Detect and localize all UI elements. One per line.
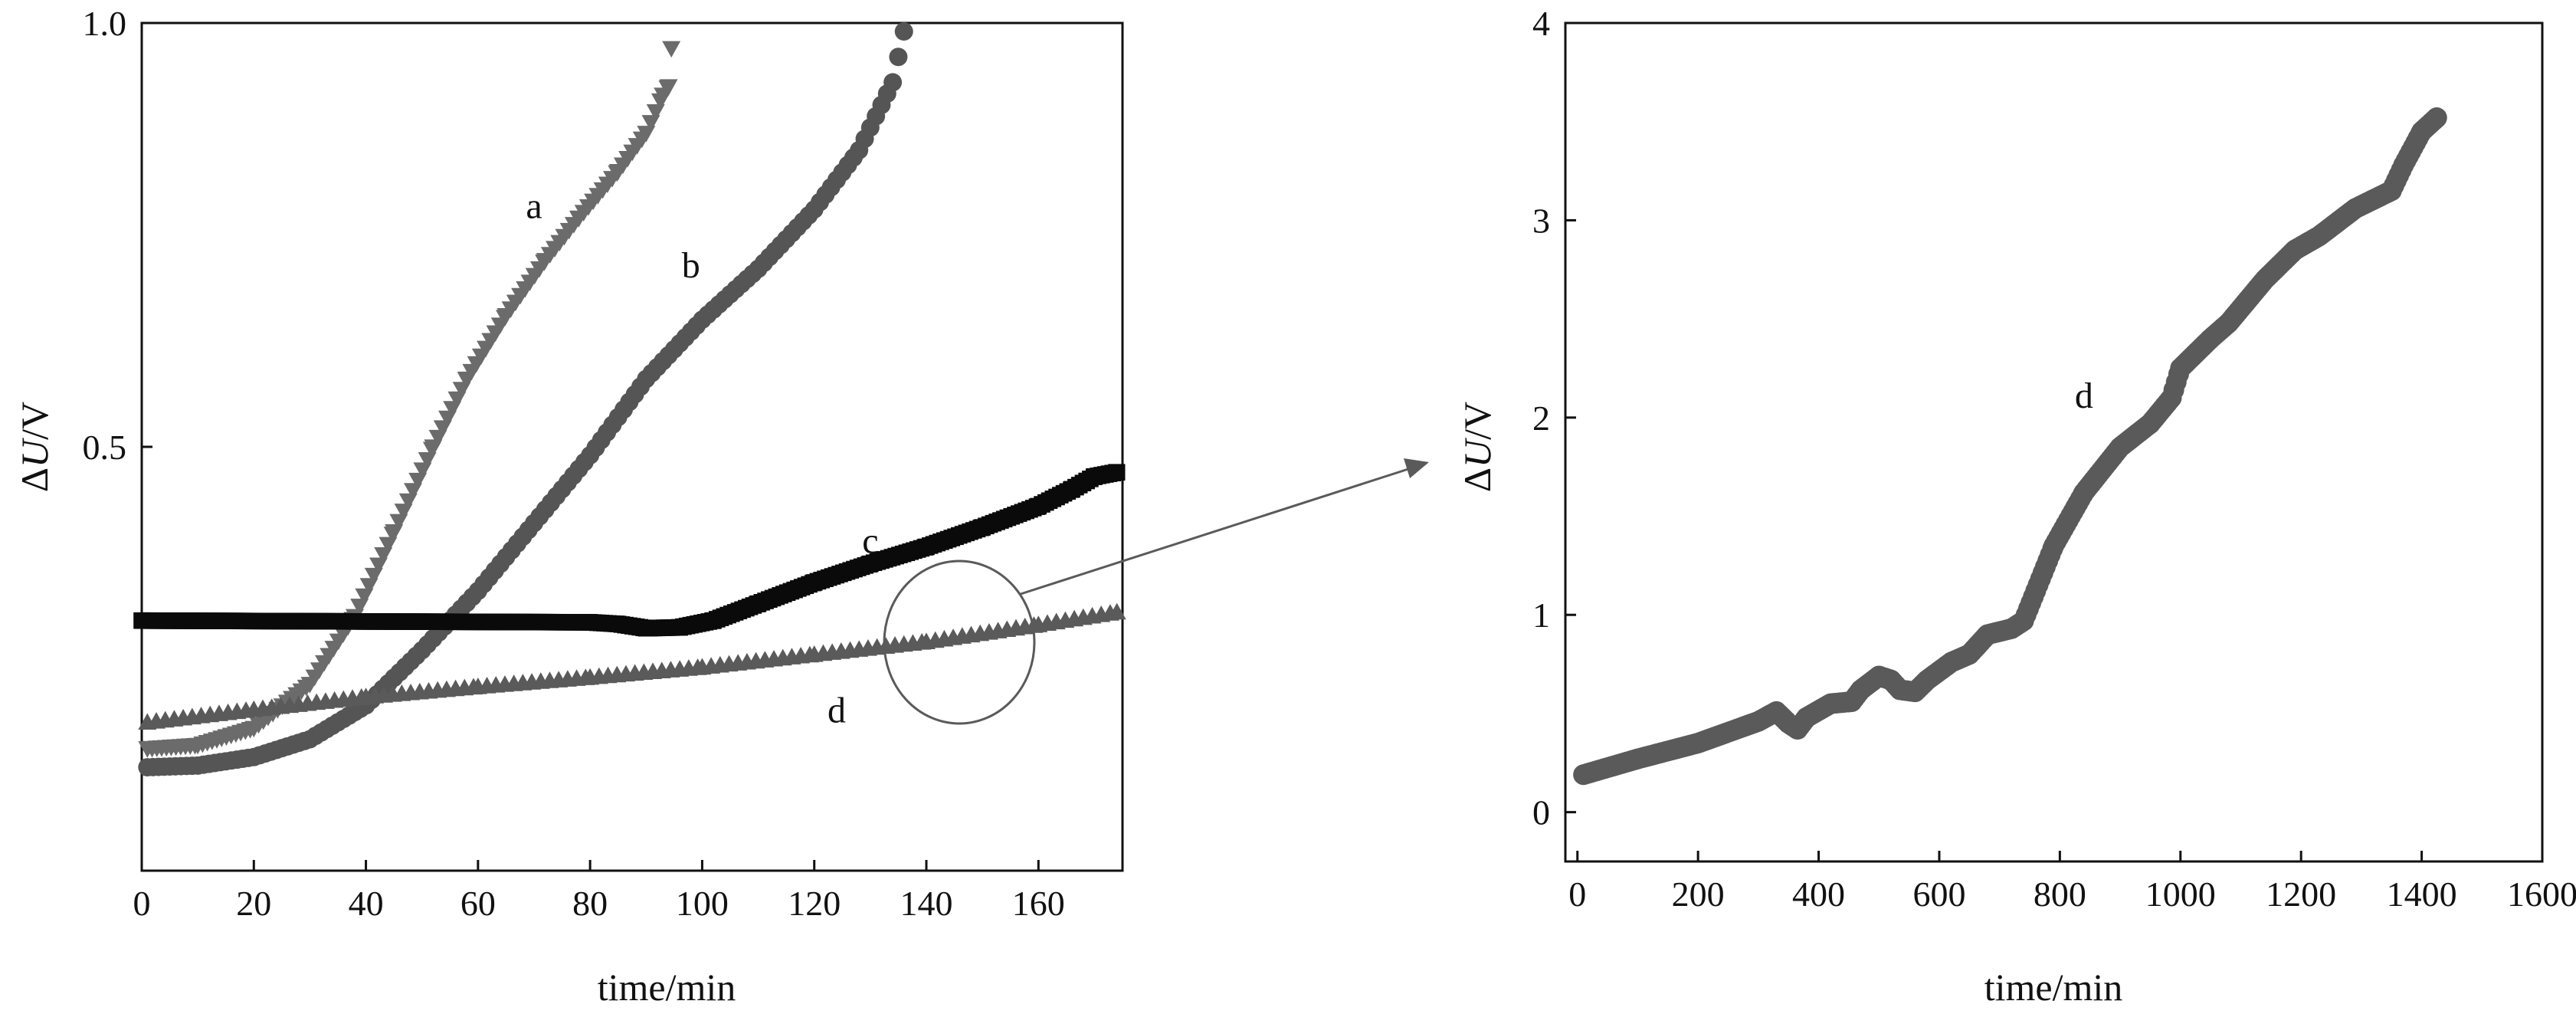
- curve-label-b: b: [682, 245, 700, 286]
- curve-label-d: d: [2075, 376, 2093, 416]
- series-b: [138, 22, 913, 777]
- left-curve-labels: a b c d: [526, 185, 878, 730]
- curve-label-d: d: [828, 690, 846, 730]
- curve-label-c: c: [862, 520, 878, 561]
- data-point-a: [662, 41, 681, 58]
- y-tick-label: 0.5: [83, 428, 127, 467]
- x-tick-label: 100: [676, 884, 729, 923]
- data-point-b: [889, 48, 908, 67]
- left-axis-ticks: 0 20 40 60 80 100 120 140 160 0.5 1.0: [83, 4, 1065, 923]
- right-panel: 0 200 400 600 800 1000 1200 1400 1600 0 1 2 3 4 d tim…: [1456, 4, 2576, 1009]
- left-x-axis-title: time/min: [598, 966, 736, 1009]
- left-panel: 0 20 40 60 80 100 120 140 160 0.5 1.0 a b c d time/mi…: [13, 4, 1429, 1009]
- series-d: [1573, 107, 2447, 786]
- x-tick-label: 1400: [2387, 875, 2457, 914]
- x-tick-label: 80: [572, 884, 608, 923]
- right-curve-labels: d: [2075, 376, 2093, 416]
- x-tick-label: 200: [1672, 875, 1725, 914]
- data-point-a: [659, 79, 678, 96]
- x-tick-label: 160: [1012, 884, 1065, 923]
- x-tick-label: 120: [788, 884, 841, 923]
- zoom-arrow-line: [1020, 468, 1409, 596]
- x-tick-label: 400: [1792, 875, 1845, 914]
- x-tick-label: 0: [1568, 875, 1586, 914]
- data-point-d: [1107, 602, 1126, 620]
- y-tick-label: 2: [1532, 399, 1550, 438]
- series-c: [133, 464, 1126, 637]
- data-point-b: [894, 22, 913, 41]
- x-tick-label: 600: [1912, 875, 1965, 914]
- right-y-axis-unit: /V: [1456, 402, 1499, 440]
- zoom-ellipse: [883, 560, 1036, 725]
- right-series-group: [1573, 107, 2447, 786]
- y-tick-label: 3: [1532, 201, 1550, 240]
- x-tick-label: 1000: [2145, 875, 2216, 914]
- x-tick-label: 20: [236, 884, 271, 923]
- y-tick-label: 0: [1532, 793, 1550, 832]
- y-tick-label: 4: [1532, 4, 1550, 43]
- data-point-d: [2426, 107, 2447, 129]
- left-series-group: [133, 22, 1126, 777]
- right-x-axis-title: time/min: [1984, 966, 2123, 1009]
- right-y-axis-var: U: [1456, 438, 1499, 468]
- y-tick-label: 1: [1532, 596, 1550, 635]
- data-point-b: [883, 73, 903, 92]
- right-axis-ticks: 0 200 400 600 800 1000 1200 1400 1600 0 1 2 3 4: [1532, 4, 2576, 914]
- data-point-c: [1108, 464, 1126, 481]
- right-y-axis-title: ΔU/V: [1456, 402, 1499, 492]
- series-d: [138, 602, 1126, 730]
- x-tick-label: 1200: [2266, 875, 2336, 914]
- x-tick-label: 140: [900, 884, 953, 923]
- left-y-axis-delta: Δ: [13, 468, 56, 492]
- x-tick-label: 60: [460, 884, 496, 923]
- x-tick-label: 40: [349, 884, 384, 923]
- x-tick-label: 800: [2034, 875, 2086, 914]
- right-plot-frame: [1564, 21, 2544, 863]
- curve-label-a: a: [526, 185, 542, 226]
- x-tick-label: 1600: [2507, 875, 2576, 914]
- left-y-axis-unit: /V: [13, 402, 56, 440]
- y-tick-label: 1.0: [83, 4, 127, 43]
- right-y-axis-delta: Δ: [1456, 468, 1499, 492]
- x-tick-label: 0: [133, 884, 151, 923]
- zoom-arrow-head: [1404, 458, 1429, 478]
- left-y-axis-var: U: [13, 438, 56, 468]
- left-y-axis-title: ΔU/V: [13, 402, 56, 492]
